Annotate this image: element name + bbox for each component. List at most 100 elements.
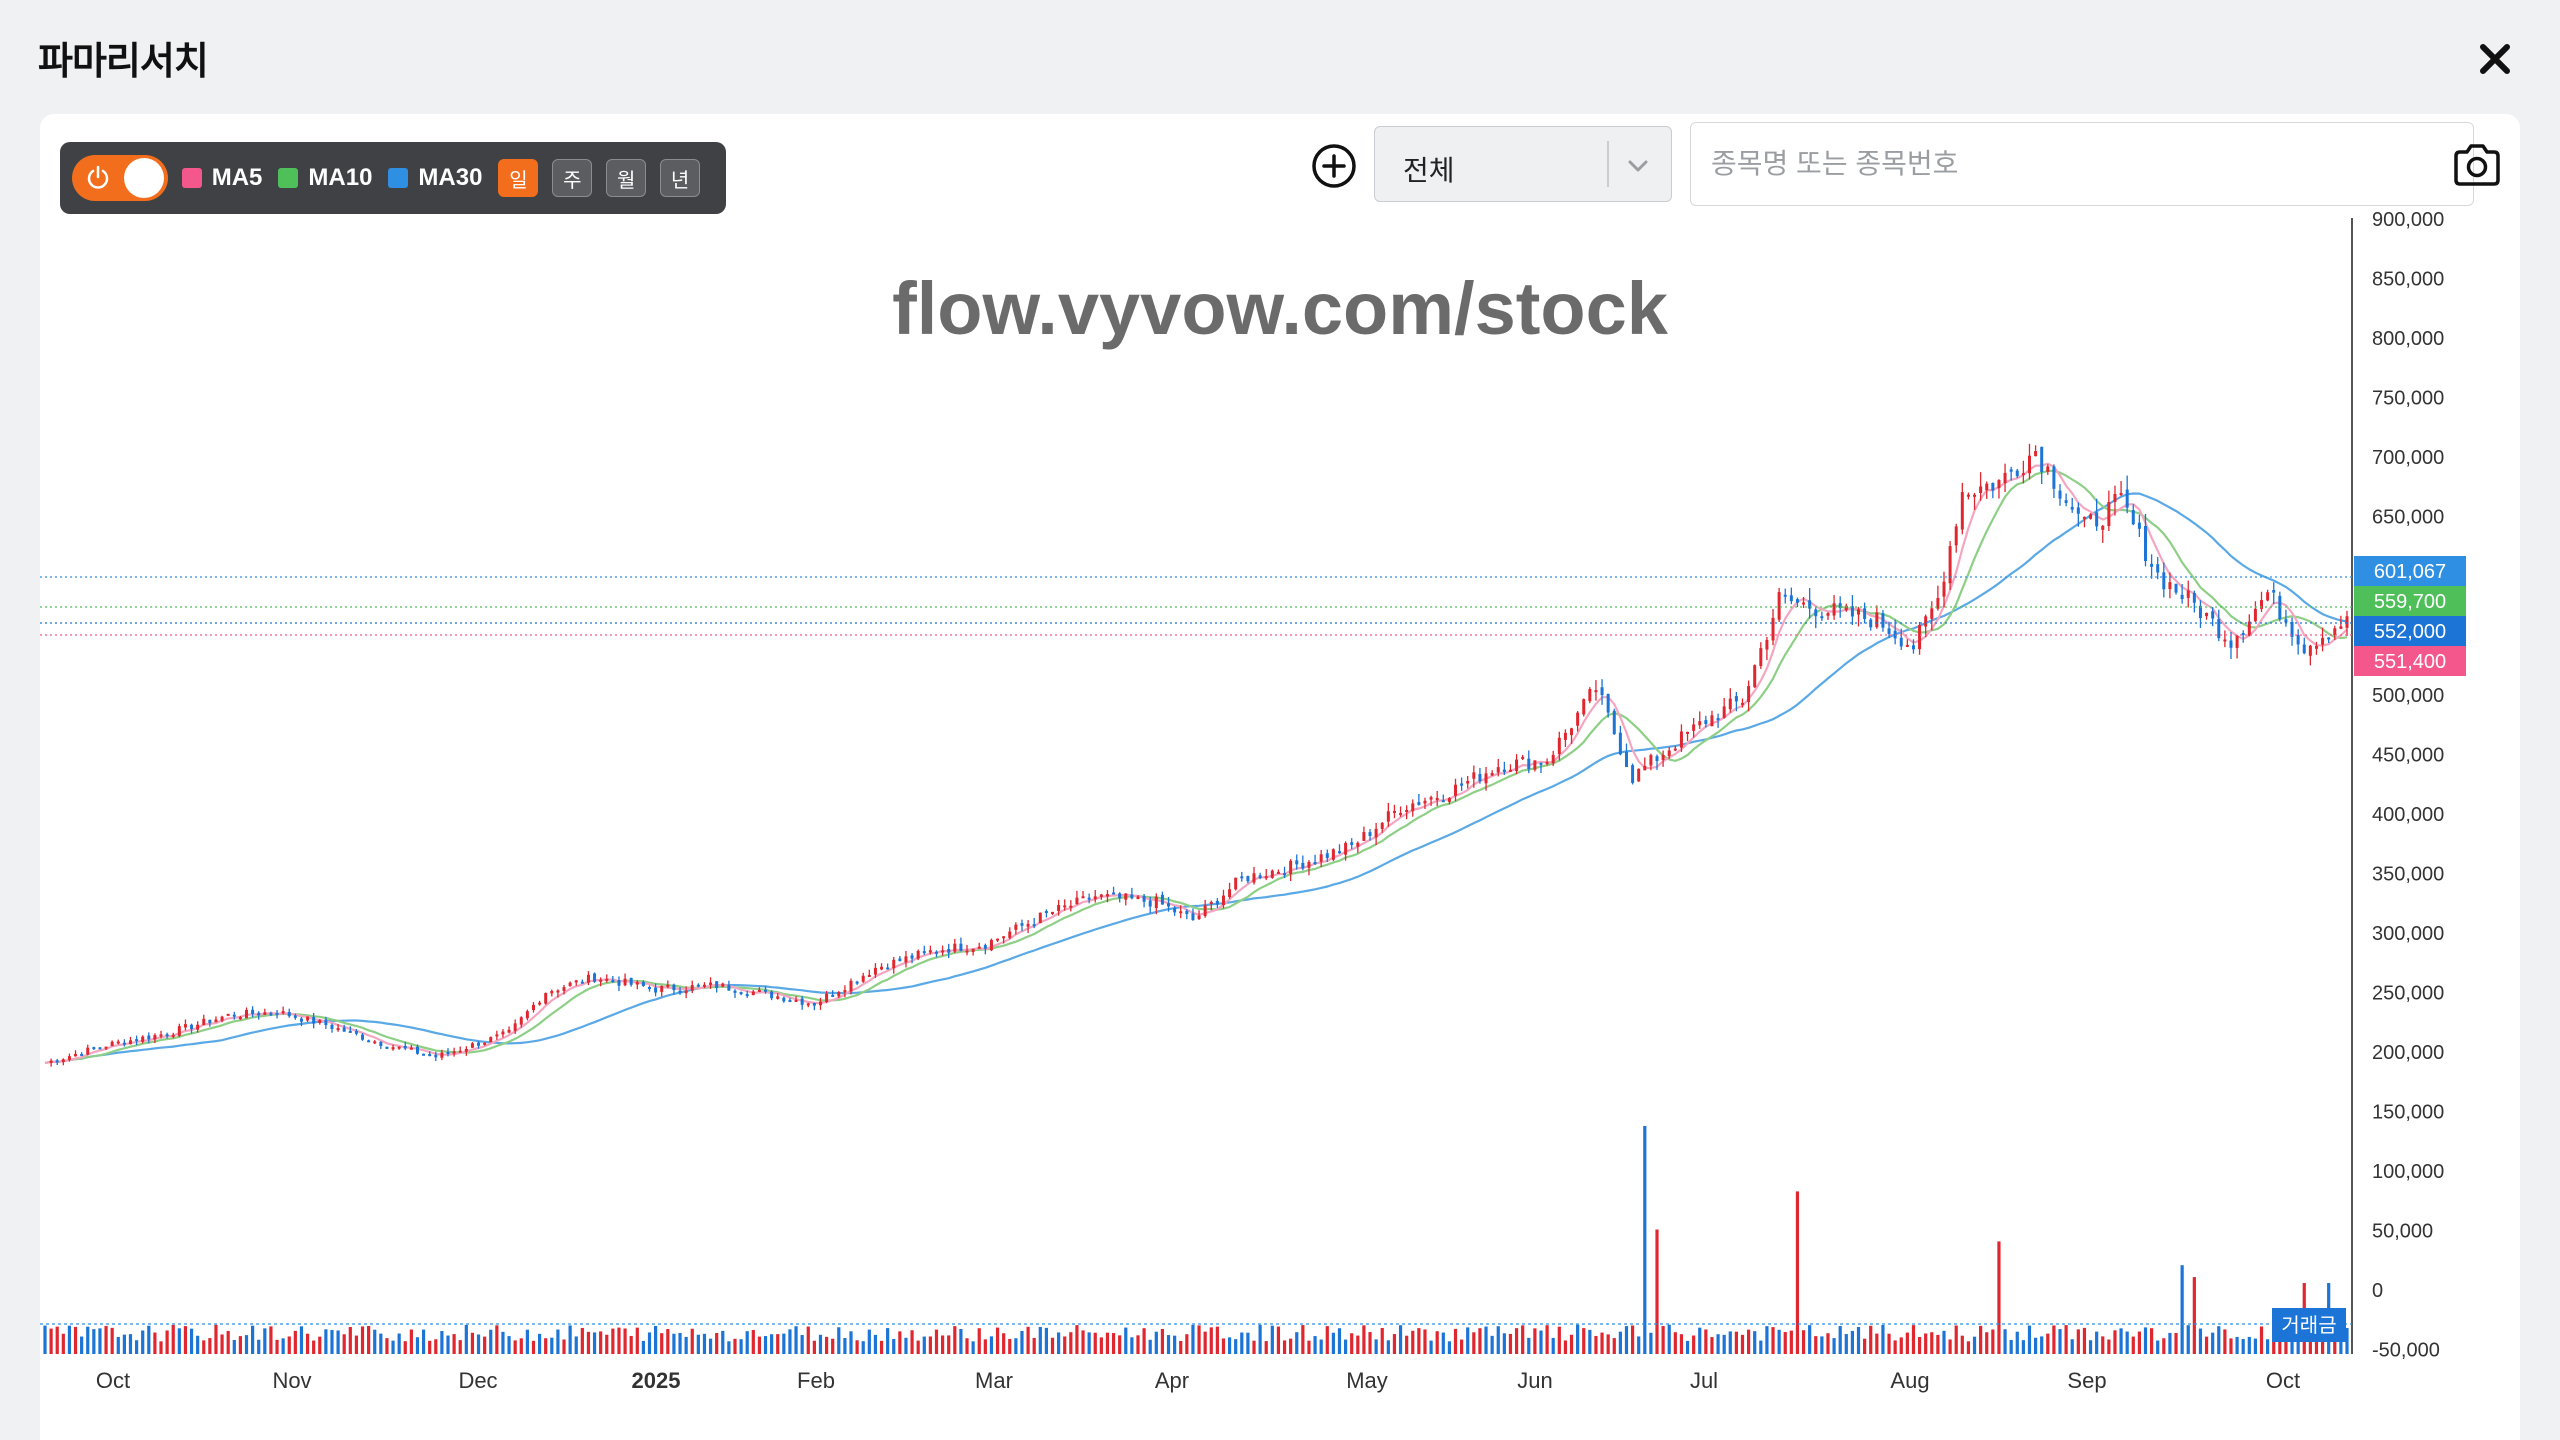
volume-bar — [275, 1339, 279, 1354]
volume-bar — [238, 1336, 242, 1354]
volume-bar — [92, 1329, 96, 1354]
stock-search-input[interactable] — [1690, 122, 2474, 206]
candle-body — [128, 1040, 132, 1045]
volume-bar — [971, 1341, 975, 1354]
volume-bar — [525, 1329, 529, 1354]
period-year-button[interactable]: 년 — [660, 159, 701, 197]
volume-bar — [1313, 1336, 1317, 1354]
candle-body — [2321, 637, 2325, 645]
volume-bar — [1728, 1331, 1732, 1354]
y-tick-label: 850,000 — [2372, 269, 2444, 291]
volume-bar — [757, 1336, 762, 1354]
candle-body — [147, 1035, 151, 1040]
volume-bar — [1740, 1334, 1745, 1354]
candle-body — [727, 985, 731, 991]
volume-bar — [1991, 1329, 1995, 1354]
candle-body — [1979, 486, 1983, 494]
ma10-line — [44, 469, 2348, 1065]
candle-body — [342, 1027, 346, 1032]
candle-body — [2113, 493, 2117, 503]
stock-chart[interactable]: flow.vyvow.com/stock 900,000 850,000 800,00… — [40, 114, 2520, 1440]
candle-body — [2180, 594, 2184, 600]
volume-bar — [403, 1341, 407, 1354]
close-icon[interactable] — [2474, 38, 2516, 80]
period-month-button[interactable]: 월 — [606, 159, 647, 197]
volume-bar — [2027, 1325, 2032, 1354]
volume-bar — [397, 1333, 401, 1354]
candle-body — [2150, 563, 2154, 567]
candle-body — [1966, 494, 1970, 497]
ma10-legend[interactable]: MA10 — [278, 164, 372, 192]
volume-bar — [654, 1326, 658, 1354]
volume-bar — [373, 1329, 377, 1354]
ma30-legend[interactable]: MA30 — [388, 164, 482, 192]
candle-body — [2015, 470, 2019, 477]
candle-body — [238, 1017, 242, 1020]
volume-bar — [312, 1340, 316, 1354]
volume-bar — [1203, 1331, 1207, 1354]
candle-body — [428, 1054, 432, 1057]
candle-body — [666, 984, 670, 987]
volume-bar — [1490, 1335, 1494, 1354]
candle-body — [818, 1001, 822, 1006]
candle-body — [1417, 802, 1421, 805]
candle-body — [1496, 767, 1500, 773]
ma10-swatch — [278, 168, 299, 188]
y-tick-label: 100,000 — [2372, 1161, 2444, 1183]
volume-bar — [2247, 1336, 2251, 1354]
candle-body — [525, 1011, 529, 1019]
volume-bar — [1692, 1335, 1696, 1354]
volume-bar — [1747, 1329, 1751, 1354]
volume-bar — [1441, 1332, 1445, 1354]
period-day-button[interactable]: 일 — [498, 159, 539, 197]
volume-bar — [2180, 1265, 2184, 1354]
market-select[interactable]: 전체 — [1374, 126, 1672, 202]
candle-body — [2211, 611, 2215, 619]
ma5-legend[interactable]: MA5 — [181, 164, 262, 192]
volume-bar — [947, 1335, 951, 1354]
x-tick-label: Dec — [458, 1368, 497, 1393]
candle-body — [2284, 619, 2288, 623]
candle-body — [2143, 525, 2147, 562]
volume-bar — [782, 1333, 786, 1354]
candle-body — [2162, 572, 2166, 590]
volume-bar — [1637, 1336, 1641, 1354]
volume-bar — [1160, 1328, 1165, 1354]
price-tag-label: 559,700 — [2374, 591, 2446, 613]
volume-bar — [391, 1340, 395, 1354]
indicator-toggle[interactable] — [72, 155, 168, 201]
period-week-button[interactable]: 주 — [552, 159, 593, 197]
plus-circle-icon[interactable] — [1308, 140, 1360, 192]
volume-bar — [2174, 1332, 2178, 1354]
volume-bar — [1563, 1340, 1568, 1354]
volume-bar — [153, 1332, 157, 1354]
candle-body — [306, 1016, 310, 1021]
volume-bar — [507, 1336, 511, 1354]
volume-bar — [770, 1334, 774, 1354]
volume-bar — [1398, 1325, 1403, 1354]
volume-bar — [1527, 1337, 1531, 1354]
candle-body — [934, 951, 938, 954]
volume-bar — [1215, 1326, 1219, 1354]
candle-body — [2247, 621, 2251, 636]
candle-body — [2003, 472, 2007, 484]
volume-bar — [80, 1336, 84, 1354]
candle-body — [1105, 894, 1109, 897]
volume-bar — [202, 1340, 206, 1354]
candle-body — [2278, 595, 2282, 620]
candle-body — [1747, 686, 1751, 702]
candle-body — [2021, 473, 2025, 476]
volume-bar — [2253, 1338, 2258, 1354]
volume-bar — [1118, 1335, 1122, 1354]
candle-body — [544, 993, 548, 1004]
candle-body — [1960, 492, 1964, 530]
candle-body — [2046, 466, 2050, 472]
candle-body — [2131, 510, 2135, 525]
candle-body — [1661, 754, 1665, 760]
volume-bar — [1050, 1337, 1055, 1354]
candle-body — [1240, 876, 1244, 879]
candle-body — [159, 1034, 163, 1037]
volume-bar — [715, 1333, 719, 1354]
camera-icon[interactable] — [2450, 140, 2504, 190]
volume-bar — [208, 1338, 212, 1354]
